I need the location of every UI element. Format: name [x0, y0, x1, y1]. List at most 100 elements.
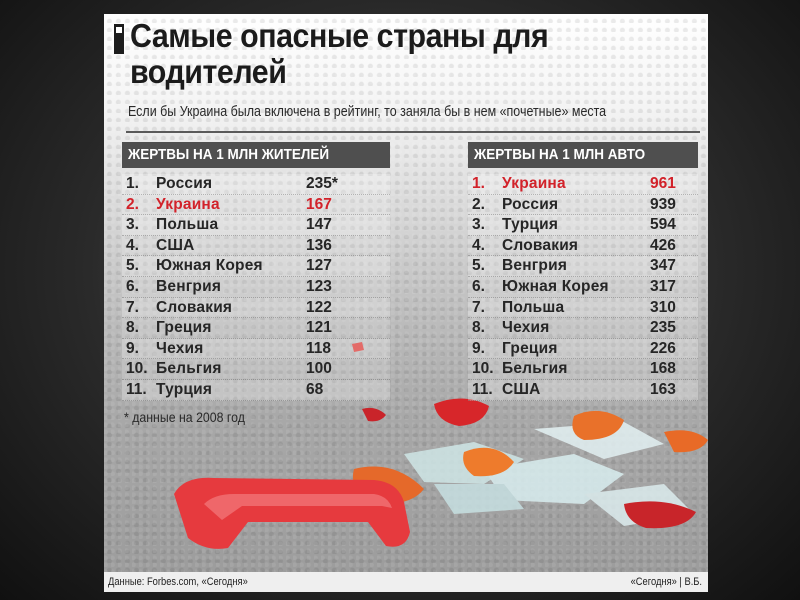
- table-row: 3. Польша 147: [122, 215, 390, 236]
- table-rows: 1. Украина 961 2. Россия 939 3. Турция 594 4. Слов…: [468, 174, 698, 401]
- table-per-million-cars: ЖЕРТВЫ НА 1 МЛН АВТО 1. Украина 961 2. Росси…: [468, 142, 698, 401]
- red-taillight-piece: [174, 477, 410, 549]
- table-row: 8. Греция 121: [122, 318, 390, 339]
- orange-fragment: [664, 430, 708, 453]
- row-rank: 1.: [472, 175, 485, 192]
- glass-shard: [534, 422, 664, 459]
- red-fragment: [352, 342, 364, 352]
- table-row: 11. Турция 68: [122, 379, 390, 401]
- red-fragments: [352, 342, 696, 529]
- page-title: Самые опасные страны для водителей: [130, 17, 549, 90]
- row-country: Польша: [502, 298, 565, 316]
- title-marker: [114, 24, 124, 54]
- table-rows: 1. Россия 235* 2. Украина 167 3. Польша 147 4. США…: [122, 174, 390, 401]
- source-text: Данные: Forbes.com, «Сегодня»: [108, 576, 248, 588]
- table-row: 11. США 163: [468, 379, 698, 401]
- row-value: 961: [650, 175, 676, 192]
- row-country: Южная Корея: [502, 277, 609, 295]
- row-country: Чехия: [156, 339, 204, 357]
- table-row: 2. Россия 939: [468, 194, 698, 216]
- glass-shard: [434, 484, 524, 514]
- table-row: 4. США 136: [122, 235, 390, 257]
- row-rank: 11.: [472, 380, 493, 398]
- table-row: 7. Словакия 122: [122, 297, 390, 319]
- row-country: Южная Корея: [156, 257, 263, 275]
- row-value: 118: [306, 339, 332, 357]
- row-rank: 3.: [126, 216, 139, 234]
- row-country: Венгрия: [502, 257, 568, 275]
- row-rank: 10.: [126, 360, 148, 378]
- table-row: 7. Польша 310: [468, 297, 698, 319]
- row-value: 310: [650, 298, 676, 316]
- row-rank: 9.: [472, 339, 485, 357]
- row-value: 235*: [306, 175, 338, 192]
- title-divider: [126, 131, 700, 133]
- row-country: Словакия: [156, 298, 233, 316]
- table-header: ЖЕРТВЫ НА 1 МЛН АВТО: [468, 142, 698, 168]
- row-rank: 2.: [472, 195, 485, 213]
- table-row: 9. Греция 226: [468, 338, 698, 360]
- table-row: 9. Чехия 118: [122, 338, 390, 360]
- row-country: Чехия: [502, 319, 550, 337]
- row-rank: 6.: [126, 277, 139, 295]
- row-country: Россия: [502, 195, 559, 213]
- orange-fragment: [572, 410, 624, 440]
- table-per-million-residents: ЖЕРТВЫ НА 1 МЛН ЖИТЕЛЕЙ 1. Россия 235* 2. Ук…: [122, 142, 390, 401]
- row-rank: 9.: [126, 339, 139, 357]
- red-fragment: [624, 501, 696, 529]
- row-value: 226: [650, 339, 676, 357]
- row-value: 163: [650, 380, 676, 398]
- row-country: Венгрия: [156, 277, 222, 295]
- subtitle: Если бы Украина была включена в рейтинг,…: [128, 104, 607, 120]
- row-country: Турция: [502, 216, 559, 234]
- row-value: 167: [306, 195, 332, 213]
- row-country: США: [156, 236, 195, 254]
- row-rank: 7.: [126, 298, 139, 316]
- row-value: 127: [306, 257, 332, 275]
- row-rank: 5.: [472, 257, 485, 275]
- row-rank: 4.: [126, 236, 139, 254]
- table-row: 6. Южная Корея 317: [468, 276, 698, 298]
- row-value: 68: [306, 380, 324, 398]
- row-value: 347: [650, 257, 676, 275]
- row-country: Бельгия: [502, 360, 568, 378]
- orange-fragment: [463, 447, 514, 477]
- table-header: ЖЕРТВЫ НА 1 МЛН ЖИТЕЛЕЙ: [122, 142, 390, 168]
- table-row: 5. Южная Корея 127: [122, 256, 390, 277]
- row-value: 317: [650, 277, 676, 295]
- row-value: 426: [650, 236, 676, 254]
- row-rank: 3.: [472, 216, 485, 234]
- source-footer: Данные: Forbes.com, «Сегодня» «Сегодня» …: [104, 572, 708, 592]
- row-value: 122: [306, 298, 332, 316]
- footnote: * данные на 2008 год: [124, 409, 245, 425]
- glass-shard: [484, 454, 624, 504]
- row-value: 939: [650, 195, 676, 213]
- row-rank: 2.: [126, 195, 139, 213]
- row-value: 235: [650, 319, 676, 337]
- row-country: Польша: [156, 216, 219, 234]
- row-value: 123: [306, 277, 332, 295]
- table-row: 5. Венгрия 347: [468, 256, 698, 277]
- table-row: 2. Украина 167: [122, 194, 390, 216]
- row-value: 594: [650, 216, 676, 234]
- row-rank: 4.: [472, 236, 485, 254]
- table-row: 3. Турция 594: [468, 215, 698, 236]
- row-country: Словакия: [502, 236, 579, 254]
- red-fragment: [362, 407, 386, 422]
- row-rank: 11.: [126, 380, 147, 398]
- row-value: 147: [306, 216, 332, 234]
- table-row: 8. Чехия 235: [468, 318, 698, 339]
- row-country: Украина: [502, 175, 566, 192]
- table-row: 10. Бельгия 100: [122, 359, 390, 380]
- infographic-card: Самые опасные страны для водителей Если …: [104, 14, 708, 592]
- table-row: 10. Бельгия 168: [468, 359, 698, 380]
- row-rank: 8.: [472, 319, 485, 337]
- table-row: 4. Словакия 426: [468, 235, 698, 257]
- row-rank: 6.: [472, 277, 485, 295]
- row-country: Бельгия: [156, 360, 222, 378]
- row-country: Россия: [156, 175, 213, 192]
- row-country: Украина: [156, 195, 220, 213]
- credit-text: «Сегодня» | В.Б.: [630, 576, 702, 588]
- row-value: 100: [306, 360, 332, 378]
- row-value: 121: [306, 319, 332, 337]
